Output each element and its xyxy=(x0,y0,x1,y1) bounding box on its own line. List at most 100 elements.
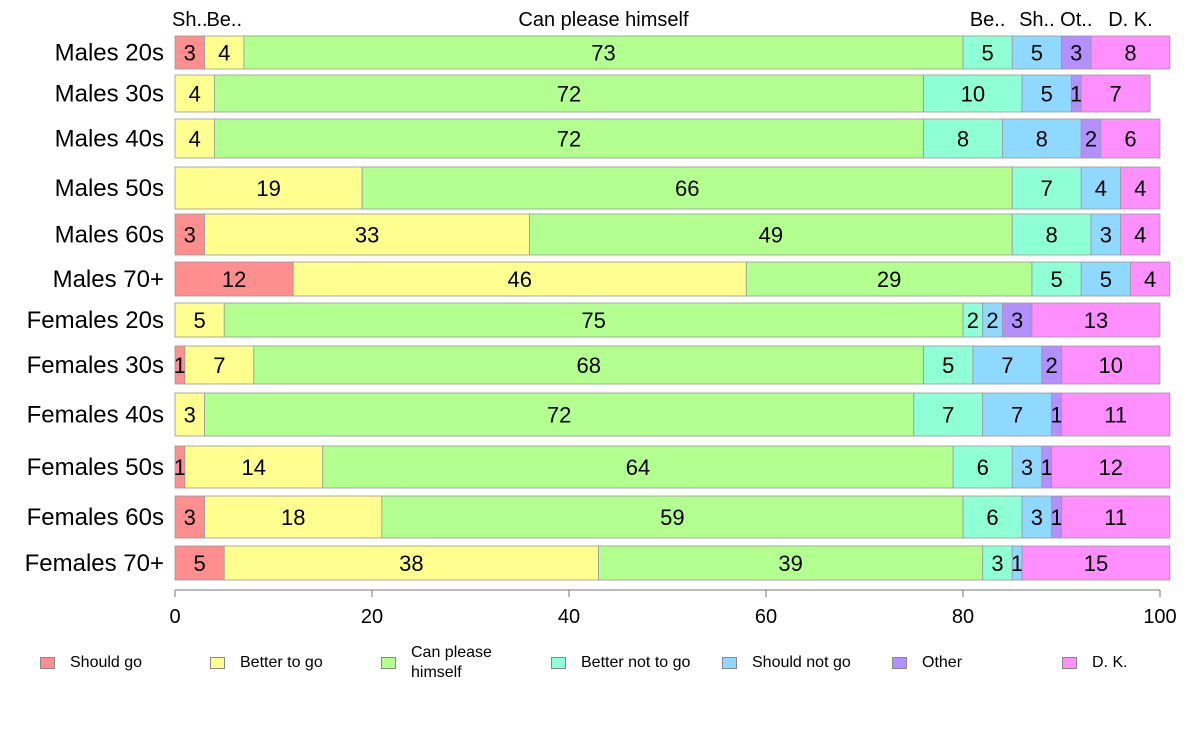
bar-value-label: 3 xyxy=(1070,41,1082,66)
bar-value-label: 7 xyxy=(942,403,954,428)
legend-swatch-other xyxy=(892,657,907,669)
bar-segment-better-to-go xyxy=(174,74,215,113)
legend-item-dk: D. K. xyxy=(1062,638,1182,688)
bar-value-label: 7 xyxy=(1001,353,1013,378)
bar-value-label: 72 xyxy=(547,403,571,428)
bar-segment-better-to-go xyxy=(204,35,245,70)
bar-value-label: 5 xyxy=(1100,267,1112,292)
bar-value-label: 4 xyxy=(1144,267,1156,292)
bar-value-label: 14 xyxy=(242,455,266,480)
bar-value-label: 1 xyxy=(1011,551,1023,576)
bar-value-label: 3 xyxy=(1100,223,1112,248)
bar-value-label: 4 xyxy=(189,82,201,107)
bar-value-label: 4 xyxy=(1095,176,1107,201)
bar-value-label: 11 xyxy=(1104,505,1127,530)
category-label: Males 70+ xyxy=(53,266,164,293)
bar-segment-better-not-to-go xyxy=(1011,166,1082,210)
legend-swatch-can-please-himself xyxy=(381,657,396,669)
bar-value-label: 1 xyxy=(174,353,186,378)
x-tick-label: 40 xyxy=(558,606,580,628)
legend-swatch-better-not-to-go xyxy=(551,657,566,669)
bar-value-label: 6 xyxy=(986,505,998,530)
bar-segment-better-not-to-go xyxy=(1011,213,1092,256)
bar-segment-should-not-go xyxy=(1011,35,1062,70)
bar-segment-d-k xyxy=(1120,166,1161,210)
legend-label: Should not go xyxy=(752,654,851,671)
bar-value-label: 72 xyxy=(557,82,581,107)
bar-segment-better-not-to-go xyxy=(923,74,1023,113)
bar-value-label: 29 xyxy=(877,267,901,292)
legend-label: Better to go xyxy=(240,654,323,671)
bar-segment-should-not-go xyxy=(1090,213,1122,256)
bar-value-label: 18 xyxy=(281,505,305,530)
bar-value-label: 5 xyxy=(1031,41,1043,66)
legend-item-better-not-to-go: Better not to go xyxy=(551,638,721,688)
bar-segment-d-k xyxy=(1061,345,1161,385)
bar-segment-d-k xyxy=(1021,545,1171,581)
bar-value-label: 2 xyxy=(967,308,979,333)
bar-value-label: 1 xyxy=(1070,82,1082,107)
bar-value-label: 7 xyxy=(1011,403,1023,428)
category-label: Males 40s xyxy=(55,126,164,153)
bar-value-label: 8 xyxy=(957,127,969,152)
bar-value-label: 11 xyxy=(1104,403,1127,428)
bar-segment-d-k xyxy=(1061,392,1171,437)
top-series-label: D. K. xyxy=(1108,9,1152,31)
bar-segment-can-please-himself xyxy=(529,213,1013,256)
bar-value-label: 12 xyxy=(1099,455,1123,480)
bar-value-label: 4 xyxy=(1134,176,1146,201)
bar-segment-better-not-to-go xyxy=(982,545,1013,581)
bar-value-label: 64 xyxy=(626,455,650,480)
category-label: Males 60s xyxy=(55,222,164,249)
bar-segment-better-to-go xyxy=(184,445,324,489)
top-series-label: Sh.. xyxy=(172,9,208,31)
bar-segment-d-k xyxy=(1100,118,1161,159)
bar-value-label: 2 xyxy=(986,308,998,333)
bar-value-label: 6 xyxy=(1124,127,1136,152)
bar-value-label: 46 xyxy=(508,267,532,292)
legend-swatch-should-go xyxy=(40,657,55,669)
bar-value-label: 68 xyxy=(576,353,600,378)
bar-value-label: 1 xyxy=(1050,505,1062,530)
bar-value-label: 3 xyxy=(184,223,196,248)
bar-segment-can-please-himself xyxy=(381,495,964,539)
bar-segment-should-go xyxy=(174,545,225,581)
bar-segment-should-go xyxy=(174,495,205,539)
bar-value-label: 2 xyxy=(1046,353,1058,378)
top-series-label: Be.. xyxy=(970,9,1006,31)
top-series-label: Can please himself xyxy=(518,9,689,31)
bar-value-label: 3 xyxy=(184,505,196,530)
bar-value-label: 38 xyxy=(399,551,423,576)
bar-segment-can-please-himself xyxy=(253,345,924,385)
bar-value-label: 7 xyxy=(1110,82,1122,107)
bar-value-label: 15 xyxy=(1084,551,1108,576)
bar-value-label: 19 xyxy=(256,176,280,201)
bar-value-label: 8 xyxy=(1036,127,1048,152)
legend-label: Should go xyxy=(70,654,143,671)
bar-segment-d-k xyxy=(1051,445,1171,489)
bar-segment-d-k xyxy=(1061,495,1171,539)
bar-value-label: 49 xyxy=(759,223,783,248)
bar-value-label: 73 xyxy=(591,41,615,66)
bar-segment-better-not-to-go xyxy=(952,445,1013,489)
bar-value-label: 13 xyxy=(1084,308,1108,333)
x-tick-label: 100 xyxy=(1143,606,1176,628)
legend-item-should-go: Should go xyxy=(40,638,170,688)
x-tick-label: 60 xyxy=(755,606,777,628)
legend-label: Can please himself xyxy=(411,644,492,681)
top-series-label: Be.. xyxy=(206,9,242,31)
bar-value-label: 6 xyxy=(977,455,989,480)
bar-segment-other xyxy=(1002,302,1033,338)
legend-swatch-should-not-go xyxy=(722,657,737,669)
bar-value-label: 5 xyxy=(194,551,206,576)
bar-value-label: 3 xyxy=(1031,505,1043,530)
bar-segment-can-please-himself xyxy=(243,35,964,70)
bar-segment-d-k xyxy=(1120,213,1161,256)
legend-item-better-to-go: Better to go xyxy=(210,638,340,688)
bar-value-label: 1 xyxy=(174,455,186,480)
bar-value-label: 39 xyxy=(778,551,802,576)
category-label: Males 50s xyxy=(55,175,164,202)
bar-segment-should-not-go xyxy=(972,345,1043,385)
legend-swatch-dk xyxy=(1062,657,1077,669)
